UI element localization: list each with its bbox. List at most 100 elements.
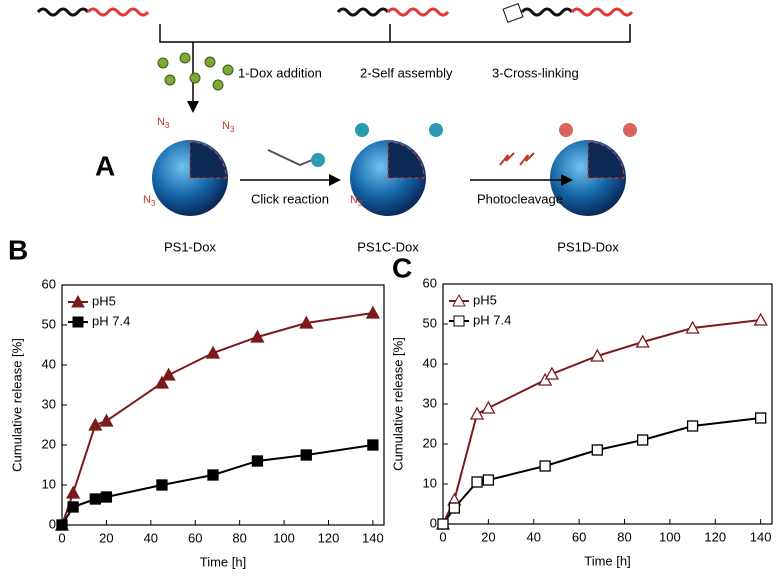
legend-marker [71, 294, 85, 308]
y-axis-label: Cumulative release [%] [9, 338, 24, 472]
legend-label: pH 7.4 [473, 312, 511, 327]
x-tick-label: 0 [58, 530, 65, 545]
marker [753, 312, 768, 326]
marker [469, 406, 485, 420]
legend-marker [452, 293, 466, 307]
step-label: 3-Cross-linking [492, 65, 579, 80]
marker [482, 474, 495, 486]
x-tick-label: 80 [617, 529, 631, 544]
marker [205, 345, 221, 359]
y-axis-label: Cumulative release [%] [390, 337, 405, 471]
azide-label: N3 [157, 116, 170, 130]
marker [590, 348, 605, 362]
chain [36, 7, 90, 17]
light-icon [499, 152, 535, 166]
reaction-label: Photocleavage [477, 191, 563, 206]
marker [250, 329, 265, 343]
chart: C 0 10 20 30 40 50 60 0 20 40 60 80 100 120 140 Time [h]… [390, 252, 773, 568]
legend-marker [72, 316, 84, 328]
x-tick-label: 100 [659, 529, 681, 544]
y-tick-label: 40 [42, 356, 56, 371]
marker [299, 315, 314, 329]
step-label: 2-Self assembly [360, 65, 453, 80]
x-tick-label: 80 [232, 530, 246, 545]
alkyne-icon [267, 149, 313, 167]
y-tick-label: 60 [42, 276, 56, 291]
legend-label: pH5 [473, 292, 497, 307]
marker [300, 449, 312, 461]
particle [152, 140, 228, 216]
legend-label: pH5 [92, 293, 116, 308]
panel-label: C [392, 252, 412, 283]
marker [66, 485, 81, 499]
x-tick-label: 0 [439, 529, 446, 544]
x-axis-label: Time [h] [200, 554, 246, 569]
x-tick-label: 20 [481, 529, 495, 544]
series-line [442, 319, 761, 525]
x-tick-label: 60 [572, 529, 586, 544]
marker [67, 501, 79, 513]
x-tick-label: 100 [273, 530, 295, 545]
azide-label: N3 [222, 120, 235, 134]
marker [100, 491, 113, 503]
marker [89, 493, 101, 505]
dox-particles [157, 52, 234, 91]
x-tick-label: 20 [99, 530, 113, 545]
marker [207, 469, 219, 481]
marker [637, 434, 649, 446]
x-tick-label: 120 [704, 529, 726, 544]
y-tick-label: 0 [430, 515, 437, 530]
marker [685, 320, 700, 334]
legend-label: pH 7.4 [92, 313, 130, 328]
product-label: PS1D-Dox [557, 239, 619, 254]
marker [161, 367, 176, 381]
marker [154, 375, 170, 389]
marker [56, 519, 68, 531]
x-tick-label: 60 [188, 530, 202, 545]
chain [520, 7, 574, 17]
y-tick-label: 20 [42, 436, 56, 451]
y-tick-label: 40 [423, 355, 437, 370]
chain [336, 7, 390, 17]
crosslinker-icon [502, 3, 524, 23]
x-tick-label: 40 [527, 529, 541, 544]
marker [686, 420, 699, 432]
chain [386, 7, 450, 17]
series-line [442, 417, 761, 525]
particle [550, 123, 637, 216]
chain [570, 7, 634, 17]
marker [437, 518, 449, 530]
x-tick-label: 120 [318, 530, 340, 545]
x-tick-label: 140 [750, 529, 772, 544]
marker [471, 476, 483, 488]
step-label: 1-Dox addition [238, 65, 322, 80]
particle [350, 123, 443, 216]
y-tick-label: 20 [423, 435, 437, 450]
chart: B 0 10 20 30 40 50 60 0 20 40 60 80 100 120 140 Time [h]… [8, 234, 385, 569]
scheme: 1-Dox addition 2-Self assembly 3-Cross-l… [36, 3, 637, 254]
marker [156, 479, 168, 491]
marker [99, 413, 114, 427]
chain [86, 7, 150, 17]
marker [365, 305, 380, 319]
marker [448, 502, 460, 514]
y-tick-label: 10 [423, 475, 437, 490]
marker [755, 412, 767, 424]
y-tick-label: 50 [42, 316, 56, 331]
marker [591, 444, 603, 456]
series-line [61, 444, 374, 526]
azide-label: N3 [143, 194, 156, 208]
y-tick-label: 30 [423, 395, 437, 410]
x-axis-label: Time [h] [584, 553, 630, 568]
marker [88, 417, 103, 431]
marker [251, 455, 264, 467]
marker [635, 334, 650, 348]
panel-label: B [8, 234, 28, 265]
y-tick-label: 30 [42, 396, 56, 411]
alkyne-icon [311, 153, 325, 167]
y-tick-label: 10 [42, 476, 56, 491]
reaction-label: Click reaction [251, 191, 329, 206]
product-label: PS1C-Dox [357, 239, 419, 254]
x-tick-label: 140 [362, 530, 384, 545]
